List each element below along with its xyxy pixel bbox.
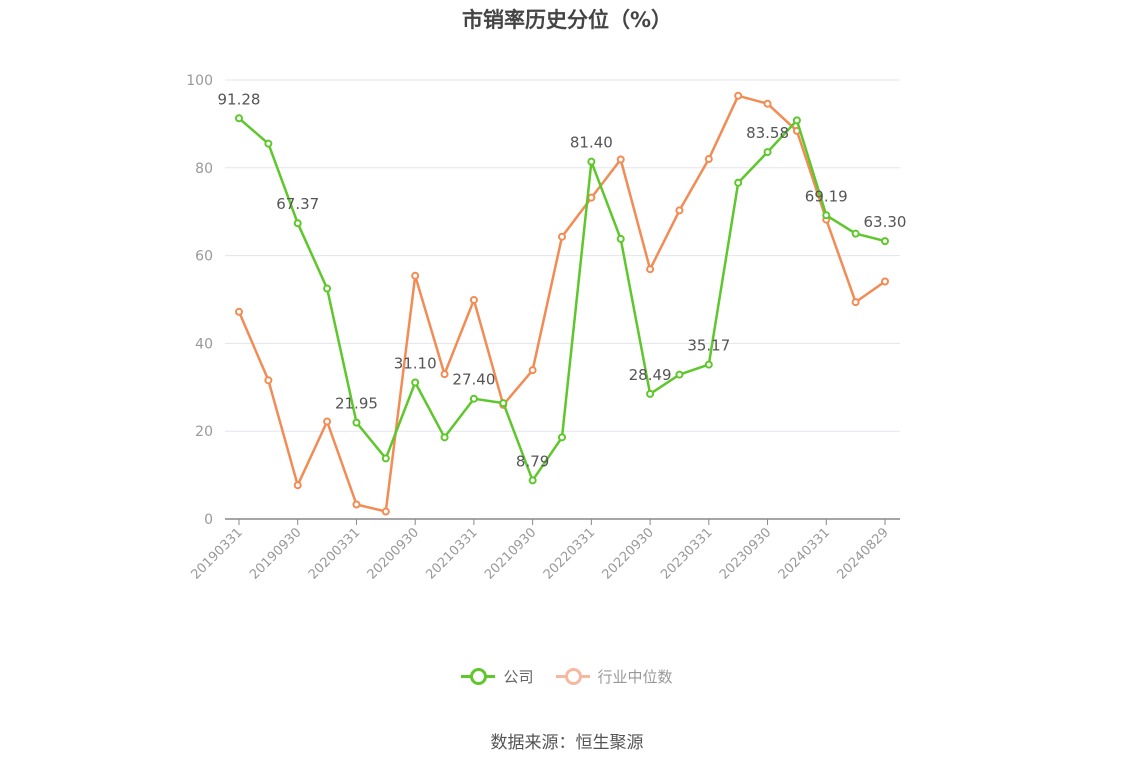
series-layer	[235, 91, 889, 516]
y-tick-label: 40	[195, 336, 213, 352]
industry-point	[235, 307, 243, 316]
industry-point	[411, 271, 420, 280]
industry-point	[440, 370, 449, 379]
industry-point	[646, 265, 655, 274]
company-point	[323, 284, 332, 293]
company-point	[616, 234, 625, 243]
y-tick-label: 0	[204, 512, 213, 528]
company-point	[646, 389, 655, 398]
industry-point	[381, 507, 390, 516]
industry-point	[704, 155, 713, 164]
industry-point	[264, 376, 273, 385]
industry-point	[528, 366, 537, 375]
company-point	[792, 116, 801, 125]
data-label: 81.40	[570, 134, 613, 152]
industry-point	[352, 500, 361, 509]
x-tick-label: 20240829	[834, 525, 891, 582]
industry-point	[616, 155, 625, 164]
company-point	[734, 178, 743, 187]
x-tick-label: 20210930	[482, 525, 539, 582]
legend-label-company: 公司	[503, 667, 534, 686]
industry-point	[881, 277, 889, 286]
company-point	[469, 394, 478, 403]
legend-item-company[interactable]: 公司	[461, 666, 534, 687]
x-tick-label: 20220930	[600, 525, 657, 582]
industry-line-icon	[555, 667, 590, 685]
company-line	[238, 117, 886, 482]
data-label: 63.30	[864, 213, 907, 231]
company-point	[352, 418, 361, 427]
company-point	[851, 229, 860, 238]
company-point	[704, 360, 713, 369]
y-tick-label: 80	[195, 161, 213, 177]
legend: 公司 行业中位数	[0, 664, 1134, 688]
company-point	[440, 433, 449, 442]
industry-point	[293, 481, 302, 490]
data-label: 35.17	[687, 337, 730, 355]
company-line-icon	[461, 667, 496, 685]
industry-point	[558, 232, 566, 241]
y-tick-label: 100	[186, 73, 213, 89]
x-tick-label: 20230930	[717, 525, 774, 582]
grid-lines	[225, 79, 900, 432]
data-label: 21.95	[335, 395, 378, 413]
x-tick-label: 20200930	[365, 525, 422, 582]
company-point	[528, 476, 537, 485]
x-tick-label: 20240331	[776, 525, 833, 582]
y-tick-label: 60	[195, 249, 213, 265]
data-label: 28.49	[629, 366, 672, 384]
data-label: 69.19	[805, 187, 848, 205]
chart-title: 市销率历史分位（%）	[461, 8, 673, 32]
company-point	[587, 157, 596, 166]
x-tick-label: 20220331	[541, 525, 598, 582]
data-label: 31.10	[394, 354, 437, 372]
company-point	[381, 454, 390, 463]
industry-point	[851, 298, 860, 307]
industry-point	[587, 193, 596, 202]
data-label: 83.58	[746, 124, 789, 142]
x-tick-label: 20190930	[247, 525, 304, 582]
company-point	[264, 139, 273, 148]
x-tick-label: 20190331	[188, 525, 245, 582]
x-tick-label: 20210331	[423, 525, 480, 582]
company-point	[235, 114, 243, 123]
company-point	[881, 237, 889, 246]
x-tick-label: 20230331	[658, 525, 715, 582]
company-point	[499, 399, 508, 408]
data-label: 67.37	[276, 195, 319, 213]
industry-point	[734, 91, 743, 100]
data-label: 8.79	[516, 452, 549, 470]
industry-point	[675, 206, 684, 215]
industry-point	[763, 99, 772, 108]
x-tick-label: 20200331	[306, 525, 363, 582]
company-point	[822, 211, 831, 220]
industry-point	[323, 417, 332, 426]
company-point	[293, 219, 302, 228]
industry-line	[237, 94, 886, 513]
data-source: 数据来源：恒生聚源	[490, 733, 644, 753]
data-labels: 91.28 67.37 21.95 31.10 27.40 8.79 81.40 28.49 3…	[218, 90, 907, 470]
data-label: 27.40	[452, 371, 495, 389]
legend-label-industry: 行业中位数	[597, 667, 673, 686]
company-point	[411, 378, 420, 387]
data-label: 91.28	[218, 90, 261, 108]
legend-item-industry[interactable]: 行业中位数	[555, 666, 673, 687]
industry-point	[469, 295, 478, 304]
y-tick-label: 20	[195, 424, 213, 440]
company-point	[558, 433, 566, 442]
company-point	[675, 370, 684, 379]
company-point	[763, 148, 772, 157]
